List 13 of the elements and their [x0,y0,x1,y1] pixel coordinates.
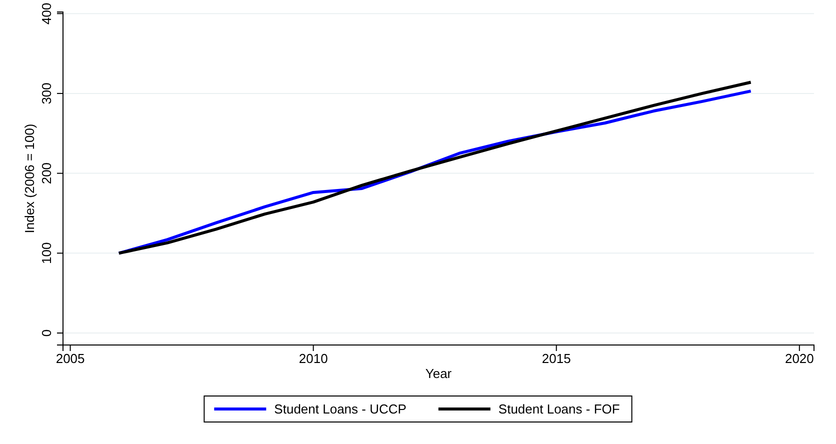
legend-label: Student Loans - UCCP [274,402,406,416]
y-tick-label: 300 [39,82,54,104]
x-tick-label: 2015 [542,351,571,366]
y-tick-label: 400 [39,2,54,24]
x-axis-title: Year [425,366,452,381]
y-tick-label: 0 [39,329,54,337]
y-tick-label: 100 [39,242,54,264]
y-tick-label: 200 [39,162,54,184]
x-tick-label: 2010 [298,351,328,366]
x-tick-label: 2005 [56,351,85,366]
y-axis-title: Index (2006 = 100) [22,124,37,234]
legend-label: Student Loans - FOF [498,402,620,416]
x-tick-label: 2020 [784,351,814,366]
